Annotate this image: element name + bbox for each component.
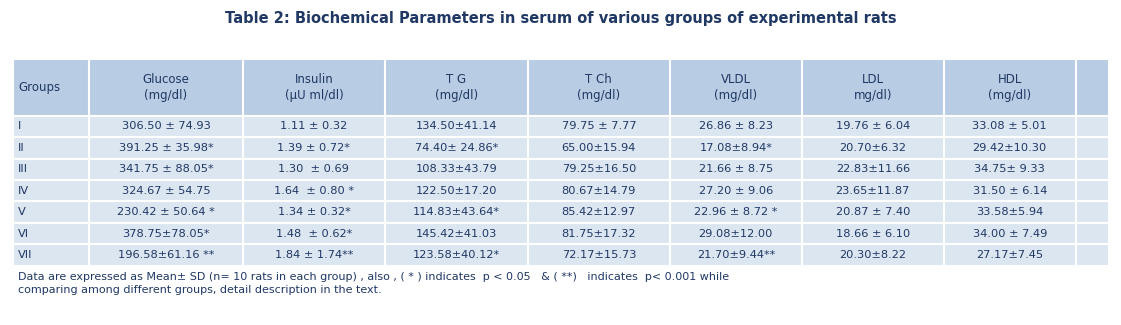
Text: 33.08 ± 5.01: 33.08 ± 5.01 xyxy=(973,122,1047,132)
Text: 341.75 ± 88.05*: 341.75 ± 88.05* xyxy=(119,164,213,174)
Text: T G
(mg/dl): T G (mg/dl) xyxy=(435,73,478,102)
Text: 20.87 ± 7.40: 20.87 ± 7.40 xyxy=(835,207,910,217)
Text: II: II xyxy=(18,143,25,153)
Text: Data are expressed as Mean± SD (n= 10 rats in each group) , also , ( * ) indicat: Data are expressed as Mean± SD (n= 10 ra… xyxy=(18,272,730,295)
Text: 1.11 ± 0.32: 1.11 ± 0.32 xyxy=(280,122,348,132)
Text: T Ch
(mg/dl): T Ch (mg/dl) xyxy=(577,73,620,102)
Text: 34.00 ± 7.49: 34.00 ± 7.49 xyxy=(973,228,1047,239)
Text: 196.58±61.16 **: 196.58±61.16 ** xyxy=(118,250,214,260)
Text: 21.70±9.44**: 21.70±9.44** xyxy=(697,250,775,260)
Text: 23.65±11.87: 23.65±11.87 xyxy=(835,186,910,196)
Text: 391.25 ± 35.98*: 391.25 ± 35.98* xyxy=(119,143,213,153)
Text: 27.17±7.45: 27.17±7.45 xyxy=(976,250,1044,260)
Text: 324.67 ± 54.75: 324.67 ± 54.75 xyxy=(122,186,211,196)
Text: LDL
mg/dl): LDL mg/dl) xyxy=(853,73,892,102)
Text: Glucose
(mg/dl): Glucose (mg/dl) xyxy=(142,73,189,102)
Text: 1.34 ± 0.32*: 1.34 ± 0.32* xyxy=(278,207,350,217)
Text: 79.75 ± 7.77: 79.75 ± 7.77 xyxy=(562,122,637,132)
FancyBboxPatch shape xyxy=(12,59,1109,116)
Text: 21.66 ± 8.75: 21.66 ± 8.75 xyxy=(698,164,773,174)
Text: 80.67±14.79: 80.67±14.79 xyxy=(562,186,636,196)
Text: V: V xyxy=(18,207,26,217)
Text: 85.42±12.97: 85.42±12.97 xyxy=(562,207,636,217)
FancyBboxPatch shape xyxy=(12,244,1109,266)
Text: 81.75±17.32: 81.75±17.32 xyxy=(562,228,636,239)
Text: 306.50 ± 74.93: 306.50 ± 74.93 xyxy=(121,122,211,132)
Text: III: III xyxy=(18,164,28,174)
Text: Table 2: Biochemical Parameters in serum of various groups of experimental rats: Table 2: Biochemical Parameters in serum… xyxy=(224,11,897,26)
Text: IV: IV xyxy=(18,186,29,196)
FancyBboxPatch shape xyxy=(12,116,1109,137)
FancyBboxPatch shape xyxy=(12,223,1109,244)
Text: 34.75± 9.33: 34.75± 9.33 xyxy=(974,164,1045,174)
Text: 108.33±43.79: 108.33±43.79 xyxy=(416,164,498,174)
Text: 65.00±15.94: 65.00±15.94 xyxy=(562,143,636,153)
Text: 31.50 ± 6.14: 31.50 ± 6.14 xyxy=(973,186,1047,196)
FancyBboxPatch shape xyxy=(12,202,1109,223)
Text: 27.20 ± 9.06: 27.20 ± 9.06 xyxy=(698,186,773,196)
Text: 29.42±10.30: 29.42±10.30 xyxy=(973,143,1047,153)
Text: 122.50±17.20: 122.50±17.20 xyxy=(416,186,497,196)
Text: 145.42±41.03: 145.42±41.03 xyxy=(416,228,497,239)
Text: 1.84 ± 1.74**: 1.84 ± 1.74** xyxy=(275,250,353,260)
Text: 22.83±11.66: 22.83±11.66 xyxy=(836,164,910,174)
Text: 378.75±78.05*: 378.75±78.05* xyxy=(122,228,210,239)
Text: 79.25±16.50: 79.25±16.50 xyxy=(562,164,636,174)
Text: 20.70±6.32: 20.70±6.32 xyxy=(840,143,906,153)
Text: 18.66 ± 6.10: 18.66 ± 6.10 xyxy=(835,228,910,239)
Text: 22.96 ± 8.72 *: 22.96 ± 8.72 * xyxy=(694,207,778,217)
Text: 1.39 ± 0.72*: 1.39 ± 0.72* xyxy=(278,143,351,153)
Text: 114.83±43.64*: 114.83±43.64* xyxy=(413,207,500,217)
Text: VLDL
(mg/dl): VLDL (mg/dl) xyxy=(714,73,758,102)
FancyBboxPatch shape xyxy=(12,180,1109,202)
Text: HDL
(mg/dl): HDL (mg/dl) xyxy=(989,73,1031,102)
Text: 17.08±8.94*: 17.08±8.94* xyxy=(700,143,772,153)
Text: 72.17±15.73: 72.17±15.73 xyxy=(562,250,636,260)
Text: Groups: Groups xyxy=(18,81,61,94)
Text: 20.30±8.22: 20.30±8.22 xyxy=(840,250,906,260)
Text: VII: VII xyxy=(18,250,33,260)
Text: 19.76 ± 6.04: 19.76 ± 6.04 xyxy=(835,122,910,132)
Text: 1.48  ± 0.62*: 1.48 ± 0.62* xyxy=(276,228,352,239)
Text: 26.86 ± 8.23: 26.86 ± 8.23 xyxy=(698,122,772,132)
FancyBboxPatch shape xyxy=(12,159,1109,180)
FancyBboxPatch shape xyxy=(12,137,1109,159)
Text: 134.50±41.14: 134.50±41.14 xyxy=(416,122,497,132)
Text: 1.30  ± 0.69: 1.30 ± 0.69 xyxy=(278,164,350,174)
Text: 1.64  ± 0.80 *: 1.64 ± 0.80 * xyxy=(274,186,354,196)
Text: 29.08±12.00: 29.08±12.00 xyxy=(698,228,773,239)
Text: I: I xyxy=(18,122,21,132)
Text: Insulin
(μU ml/dl): Insulin (μU ml/dl) xyxy=(285,73,343,102)
Text: 74.40± 24.86*: 74.40± 24.86* xyxy=(415,143,498,153)
Text: VI: VI xyxy=(18,228,29,239)
Text: 230.42 ± 50.64 *: 230.42 ± 50.64 * xyxy=(117,207,215,217)
Text: 33.58±5.94: 33.58±5.94 xyxy=(976,207,1044,217)
Text: 123.58±40.12*: 123.58±40.12* xyxy=(413,250,500,260)
